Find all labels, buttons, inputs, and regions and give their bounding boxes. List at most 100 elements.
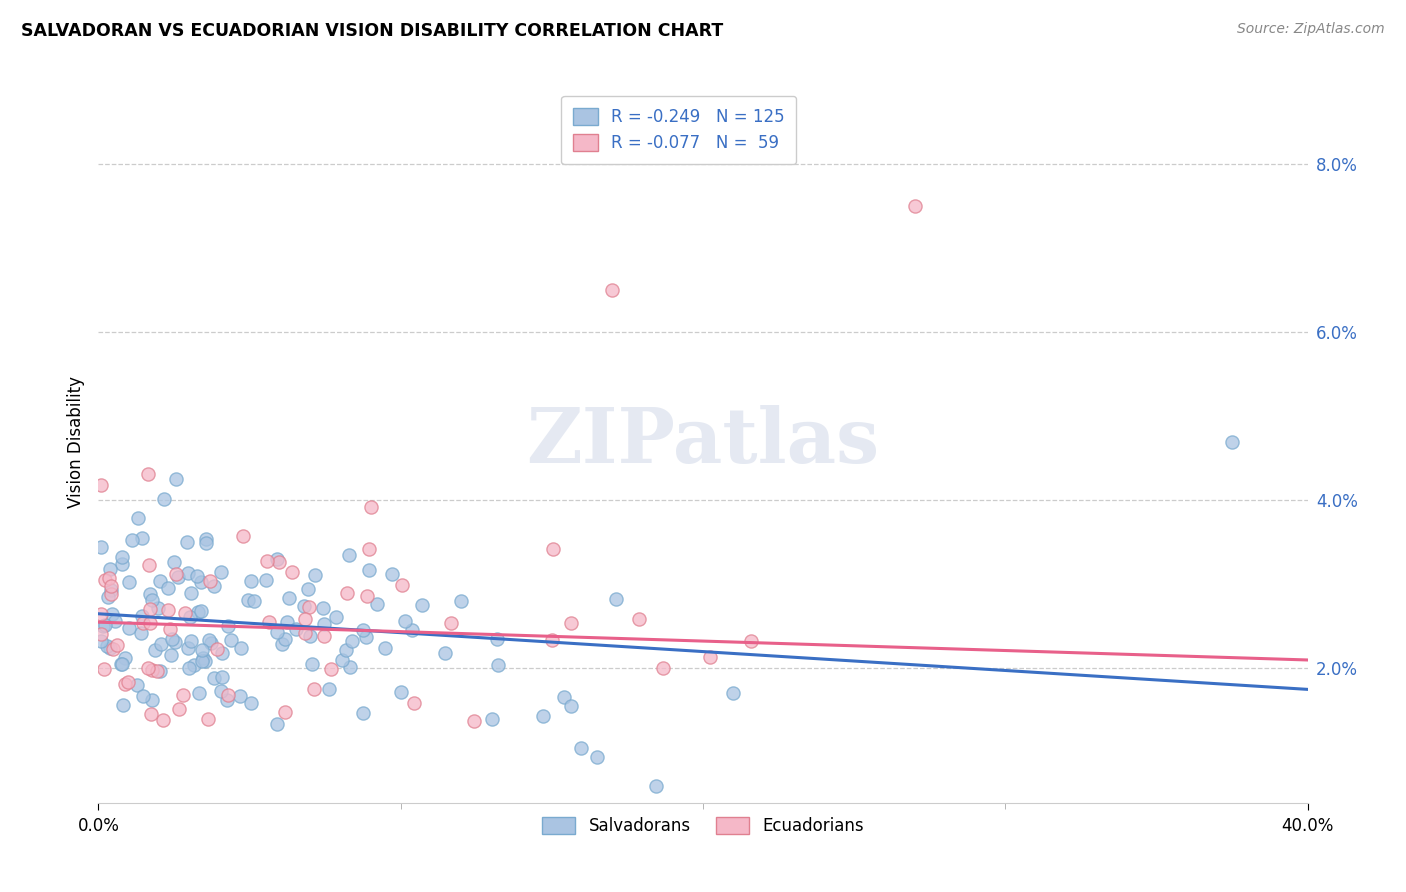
Point — [93, 662, 115, 676]
Point — [105, 639, 128, 653]
Text: ZIPatlas: ZIPatlas — [526, 405, 880, 478]
Point — [1220, 434, 1243, 449]
Point — [215, 693, 238, 707]
Point — [90, 478, 112, 492]
Point — [157, 603, 180, 617]
Point — [569, 741, 592, 756]
Point — [176, 641, 198, 656]
Point — [139, 616, 162, 631]
Point — [337, 548, 360, 562]
Point — [177, 661, 200, 675]
Point — [121, 533, 143, 548]
Point — [141, 592, 163, 607]
Point — [374, 641, 396, 656]
Point — [202, 671, 225, 685]
Point — [117, 574, 139, 589]
Point — [401, 623, 423, 637]
Point — [190, 574, 212, 589]
Point — [380, 566, 402, 581]
Point — [314, 629, 336, 643]
Point — [240, 574, 263, 588]
Point — [149, 574, 172, 588]
Point — [146, 601, 169, 615]
Point — [131, 531, 153, 545]
Point — [360, 500, 382, 514]
Point — [304, 568, 326, 582]
Point — [243, 594, 266, 608]
Point — [319, 661, 342, 675]
Point — [274, 632, 297, 646]
Point — [163, 555, 186, 569]
Point — [219, 633, 242, 648]
Point — [254, 573, 277, 587]
Point — [211, 646, 233, 660]
Point — [605, 591, 627, 606]
Point — [90, 634, 112, 648]
Point — [463, 714, 485, 728]
Point — [165, 635, 187, 649]
Point — [186, 568, 208, 582]
Point — [90, 607, 112, 621]
Point — [292, 599, 315, 613]
Point — [118, 621, 141, 635]
Point — [232, 529, 254, 543]
Text: Source: ZipAtlas.com: Source: ZipAtlas.com — [1237, 22, 1385, 37]
Point — [100, 579, 122, 593]
Point — [312, 616, 335, 631]
Point — [359, 563, 381, 577]
Point — [190, 604, 212, 618]
Point — [146, 664, 169, 678]
Point — [325, 609, 347, 624]
Point — [394, 614, 416, 628]
Point — [110, 657, 132, 672]
Point — [273, 706, 295, 720]
Point — [200, 636, 222, 650]
Point — [389, 684, 412, 698]
Legend: Salvadorans, Ecuadorians: Salvadorans, Ecuadorians — [536, 810, 870, 841]
Point — [330, 653, 353, 667]
Point — [312, 600, 335, 615]
Point — [96, 640, 118, 654]
Point — [111, 657, 134, 672]
Point — [266, 717, 288, 731]
Point — [136, 661, 159, 675]
Point — [205, 641, 228, 656]
Point — [141, 693, 163, 707]
Point — [143, 643, 166, 657]
Point — [91, 619, 114, 633]
Point — [560, 615, 582, 630]
Point — [139, 587, 162, 601]
Point — [98, 571, 121, 585]
Point — [298, 629, 321, 643]
Point — [159, 648, 181, 663]
Point — [183, 658, 205, 673]
Point — [149, 664, 172, 678]
Point — [586, 749, 609, 764]
Point — [266, 552, 288, 566]
Point — [90, 540, 112, 554]
Point — [236, 593, 259, 607]
Point — [699, 650, 721, 665]
Point — [167, 570, 190, 584]
Point — [194, 535, 217, 549]
Point — [209, 565, 232, 579]
Point — [179, 609, 201, 624]
Point — [191, 654, 214, 668]
Point — [193, 650, 215, 665]
Point — [136, 467, 159, 481]
Point — [359, 541, 381, 556]
Point — [174, 606, 197, 620]
Point — [138, 558, 160, 572]
Point — [180, 634, 202, 648]
Point — [627, 612, 650, 626]
Point — [229, 640, 252, 655]
Point — [132, 616, 155, 631]
Point — [411, 598, 433, 612]
Point — [340, 633, 363, 648]
Point — [486, 632, 509, 647]
Point — [167, 702, 190, 716]
Point — [281, 565, 304, 579]
Point — [176, 534, 198, 549]
Point — [540, 633, 562, 648]
Point — [97, 590, 120, 604]
